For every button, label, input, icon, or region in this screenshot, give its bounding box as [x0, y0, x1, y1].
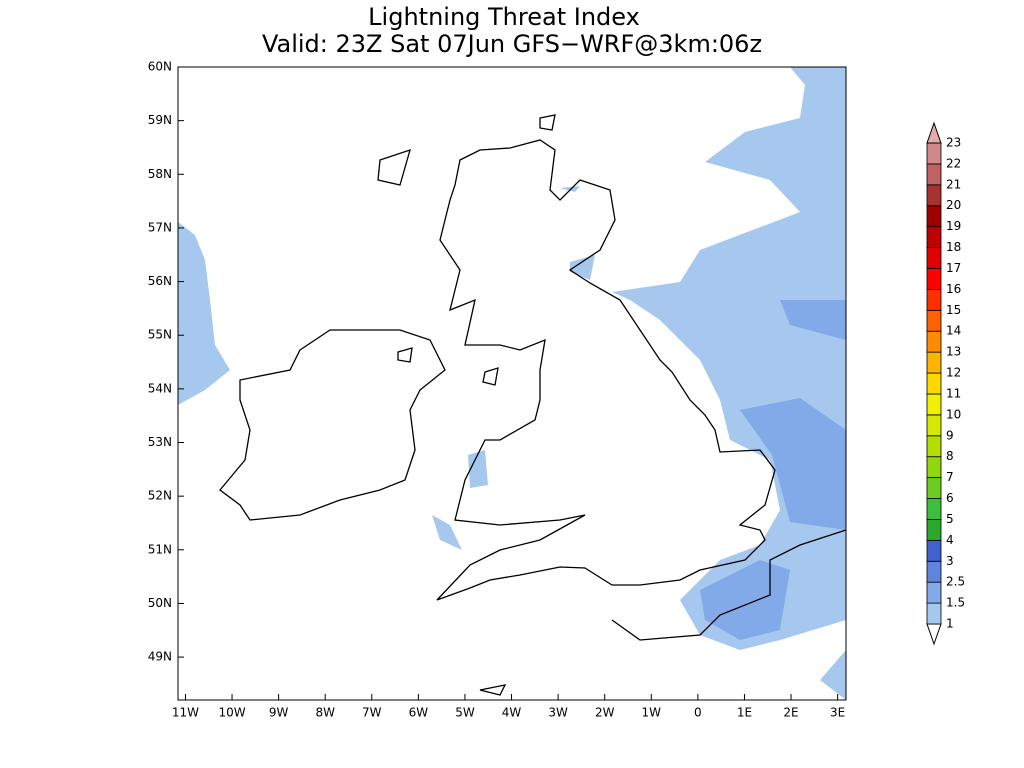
colorbar-label: 12 — [946, 366, 961, 380]
x-tick-label: 2E — [783, 706, 798, 720]
colorbar-box — [926, 247, 942, 269]
colorbar-box — [926, 414, 942, 437]
colorbar-label: 18 — [946, 240, 961, 254]
colorbar-label: 1 — [946, 617, 954, 631]
y-tick-label: 53N — [148, 435, 172, 449]
colorbar-label: 20 — [946, 198, 961, 212]
colorbar-label: 13 — [946, 345, 961, 359]
x-tick-label: 1E — [737, 706, 752, 720]
colorbar-box — [926, 288, 942, 311]
colorbar-label: 23 — [946, 136, 961, 150]
colorbar-box — [926, 456, 942, 479]
y-tick-label: 49N — [148, 650, 172, 664]
x-tick-label: 3W — [548, 706, 568, 720]
y-tick-label: 55N — [148, 328, 172, 342]
colorbar-label: 2.5 — [946, 575, 965, 589]
x-tick-label: 0 — [694, 706, 702, 720]
x-tick-label: 10W — [218, 706, 245, 720]
x-tick-label: 9W — [269, 706, 289, 720]
colorbar-label: 15 — [946, 303, 961, 317]
colorbar-box — [926, 226, 942, 248]
colorbar-box — [926, 163, 942, 186]
y-tick-label: 52N — [148, 489, 172, 503]
x-tick-label: 11W — [172, 706, 199, 720]
y-tick-label: 54N — [148, 381, 172, 395]
colorbar-label: 11 — [946, 386, 961, 400]
colorbar-box — [926, 393, 942, 416]
y-tick-label: 56N — [148, 274, 172, 288]
colorbar-box — [926, 142, 942, 165]
shading — [178, 67, 846, 700]
coastlines — [219, 114, 847, 696]
colorbar-box — [926, 372, 942, 395]
colorbar-label: 10 — [946, 407, 961, 421]
coast-france — [611, 529, 847, 641]
colorbar-box — [926, 330, 942, 353]
coast-islands — [377, 114, 556, 696]
x-tick-label: 2W — [595, 706, 615, 720]
colorbar-high-triangle — [926, 121, 942, 144]
colorbar-label: 14 — [946, 324, 961, 338]
colorbar-label: 16 — [946, 282, 961, 296]
x-tick-label: 1W — [642, 706, 662, 720]
colorbar-box — [926, 539, 942, 562]
shade-west — [178, 222, 230, 405]
shade-east — [612, 67, 846, 700]
y-tick-label: 58N — [148, 167, 172, 181]
colorbar-label: 1.5 — [946, 596, 965, 610]
colorbar-box — [926, 309, 942, 332]
y-tick-label: 59N — [148, 113, 172, 127]
colorbar-label: 3 — [946, 554, 954, 568]
title: Lightning Threat Index — [368, 3, 640, 31]
y-tick-label: 50N — [148, 596, 172, 610]
colorbar-box — [926, 184, 942, 207]
x-tick-label: 7W — [362, 706, 382, 720]
shade-east-dark — [700, 300, 846, 640]
colorbar-box — [926, 268, 942, 290]
y-tick-label: 57N — [148, 220, 172, 234]
colorbar-box — [926, 477, 942, 499]
x-tick-label: 8W — [315, 706, 335, 720]
x-tick-label: 6W — [409, 706, 429, 720]
y-tick-label: 60N — [148, 60, 172, 74]
colorbar-label: 17 — [946, 261, 961, 275]
colorbar-box — [926, 435, 942, 458]
coast-great-britain — [436, 139, 776, 601]
colorbar-box — [926, 581, 942, 604]
colorbar-label: 21 — [946, 177, 961, 191]
colorbar-box — [926, 519, 942, 541]
colorbar-label: 6 — [946, 491, 954, 505]
colorbar-box — [926, 205, 942, 228]
colorbar-box — [926, 560, 942, 583]
colorbar-box — [926, 602, 942, 625]
colorbar-box — [926, 498, 942, 520]
colorbar-low-triangle — [926, 623, 942, 646]
colorbar-box — [926, 351, 942, 374]
y-tick-label: 51N — [148, 542, 172, 556]
shade-inland — [432, 186, 595, 550]
colorbar-label: 4 — [946, 533, 954, 547]
coast-ireland — [219, 329, 446, 521]
colorbar-label: 9 — [946, 428, 954, 442]
colorbar-label: 8 — [946, 449, 954, 463]
x-tick-label: 4W — [502, 706, 522, 720]
subtitle: Valid: 23Z Sat 07Jun GFS−WRF@3km:06z — [262, 30, 762, 58]
colorbar-label: 7 — [946, 470, 954, 484]
colorbar-label: 22 — [946, 156, 961, 170]
x-tick-label: 5W — [455, 706, 475, 720]
colorbar-label: 19 — [946, 219, 961, 233]
colorbar-label: 5 — [946, 512, 954, 526]
x-tick-label: 3E — [830, 706, 845, 720]
